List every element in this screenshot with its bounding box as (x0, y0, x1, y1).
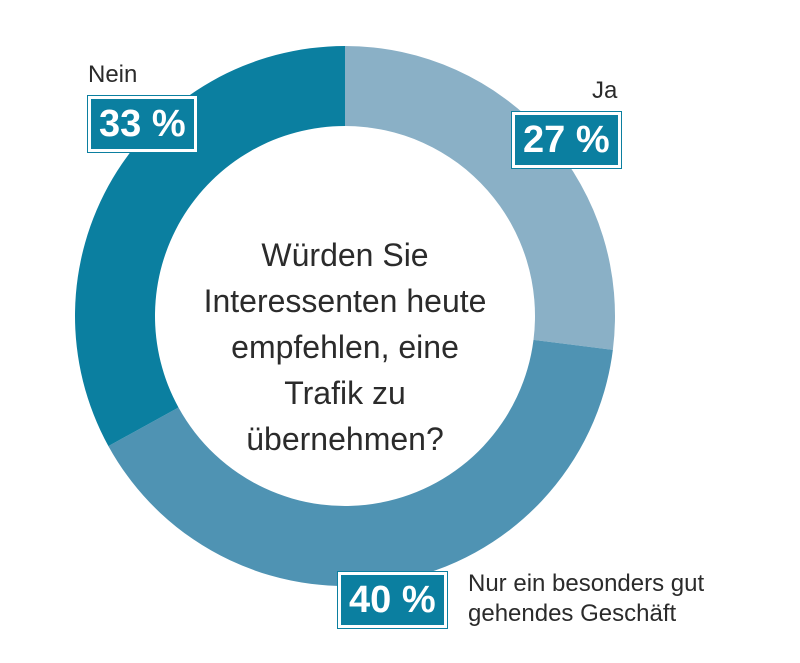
donut-slice-nur (108, 339, 613, 586)
value-label-nur: 40 % (338, 572, 447, 628)
legend-label-nur-line2: gehendes Geschäft (468, 600, 677, 627)
legend-label-nur-line1: Nur ein besonders gut (468, 570, 705, 597)
donut-slice-ja (345, 46, 616, 350)
value-label-nein: 33 % (88, 96, 197, 152)
legend-label-ja: Ja (592, 77, 618, 104)
chart-title: Würden Sie Interessenten heute empfehlen… (203, 237, 487, 457)
legend-label-nein: Nein (88, 61, 138, 88)
value-label-ja: 27 % (512, 112, 621, 168)
